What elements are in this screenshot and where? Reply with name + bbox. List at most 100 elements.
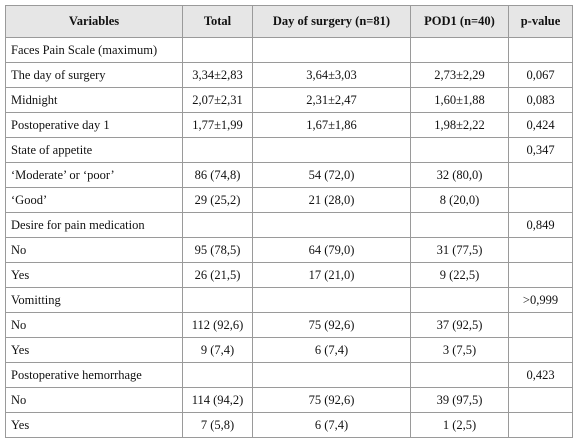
row-label: No xyxy=(5,312,183,338)
table-cell xyxy=(252,212,411,238)
table-cell xyxy=(182,362,253,388)
table-cell xyxy=(410,137,509,163)
table-row: Postoperative day 1 1,77±1,99 1,67±1,86 1,9… xyxy=(5,112,573,138)
table-row: State of appetite 0,347 xyxy=(5,137,573,163)
table-row: Yes 26 (21,5) 17 (21,0) 9 (22,5) xyxy=(5,262,573,288)
row-label: Faces Pain Scale (maximum) xyxy=(5,37,183,63)
table-cell xyxy=(182,137,253,163)
table-cell xyxy=(508,387,573,413)
row-label: Yes xyxy=(5,262,183,288)
table-row: No 112 (92,6) 75 (92,6) 37 (92,5) xyxy=(5,312,573,338)
table-row: No 114 (94,2) 75 (92,6) 39 (97,5) xyxy=(5,387,573,413)
table-cell: 3,34±2,83 xyxy=(182,62,253,88)
table-row: Midnight 2,07±2,31 2,31±2,47 1,60±1,88 0,083 xyxy=(5,87,573,113)
row-label: Vomitting xyxy=(5,287,183,313)
table-cell: 1 (2,5) xyxy=(410,412,509,438)
table-row: No 95 (78,5) 64 (79,0) 31 (77,5) xyxy=(5,237,573,263)
table-cell: 2,73±2,29 xyxy=(410,62,509,88)
table-cell: 37 (92,5) xyxy=(410,312,509,338)
table-row: Postoperative hemorrhage 0,423 xyxy=(5,362,573,388)
table-cell: 112 (92,6) xyxy=(182,312,253,338)
table-cell: 75 (92,6) xyxy=(252,312,411,338)
table-row: ‘Moderate’ or ‘poor’ 86 (74,8) 54 (72,0) 32… xyxy=(5,162,573,188)
table-cell: >0,999 xyxy=(508,287,573,313)
row-label: Yes xyxy=(5,412,183,438)
row-label: Postoperative day 1 xyxy=(5,112,183,138)
header-cell: Total xyxy=(182,5,253,38)
table-cell: 9 (22,5) xyxy=(410,262,509,288)
table-cell: 17 (21,0) xyxy=(252,262,411,288)
table-cell xyxy=(252,287,411,313)
row-label: Postoperative hemorrhage xyxy=(5,362,183,388)
table-cell: 0,083 xyxy=(508,87,573,113)
table-cell: 9 (7,4) xyxy=(182,337,253,363)
table-row: Desire for pain medication 0,849 xyxy=(5,212,573,238)
table-cell xyxy=(182,37,253,63)
table-cell: 6 (7,4) xyxy=(252,337,411,363)
table-cell xyxy=(410,287,509,313)
table-row: Yes 7 (5,8) 6 (7,4) 1 (2,5) xyxy=(5,412,573,438)
table-cell: 64 (79,0) xyxy=(252,237,411,263)
table-row: Vomitting >0,999 xyxy=(5,287,573,313)
row-label: The day of surgery xyxy=(5,62,183,88)
table-cell: 0,424 xyxy=(508,112,573,138)
table-cell: 31 (77,5) xyxy=(410,237,509,263)
table-header: Variables Total Day of surgery (n=81) POD1 … xyxy=(5,5,573,38)
table-cell: 0,849 xyxy=(508,212,573,238)
row-label: No xyxy=(5,387,183,413)
row-label: Midnight xyxy=(5,87,183,113)
header-row: Variables Total Day of surgery (n=81) POD1 … xyxy=(5,5,573,38)
table-row: The day of surgery 3,34±2,83 3,64±3,03 2,73… xyxy=(5,62,573,88)
table-cell xyxy=(182,287,253,313)
table-cell xyxy=(508,237,573,263)
table-cell xyxy=(410,362,509,388)
table-cell: 1,60±1,88 xyxy=(410,87,509,113)
table-cell: 26 (21,5) xyxy=(182,262,253,288)
table-cell: 29 (25,2) xyxy=(182,187,253,213)
header-cell: Variables xyxy=(5,5,183,38)
table-cell xyxy=(508,262,573,288)
table-cell xyxy=(252,137,411,163)
table-cell xyxy=(508,162,573,188)
data-table: Variables Total Day of surgery (n=81) POD1 … xyxy=(5,5,573,438)
table-cell xyxy=(410,37,509,63)
row-label: ‘Moderate’ or ‘poor’ xyxy=(5,162,183,188)
table-cell: 3 (7,5) xyxy=(410,337,509,363)
table-cell xyxy=(252,362,411,388)
table-cell xyxy=(508,37,573,63)
table-cell: 32 (80,0) xyxy=(410,162,509,188)
row-label: State of appetite xyxy=(5,137,183,163)
table-row: ‘Good’ 29 (25,2) 21 (28,0) 8 (20,0) xyxy=(5,187,573,213)
table-cell: 3,64±3,03 xyxy=(252,62,411,88)
table-cell: 1,67±1,86 xyxy=(252,112,411,138)
row-label: Yes xyxy=(5,337,183,363)
table-body: Faces Pain Scale (maximum) The day of sur… xyxy=(5,37,573,438)
table-cell: 1,77±1,99 xyxy=(182,112,253,138)
table-cell xyxy=(508,337,573,363)
header-cell: POD1 (n=40) xyxy=(410,5,509,38)
row-label: Desire for pain medication xyxy=(5,212,183,238)
table-cell: 95 (78,5) xyxy=(182,237,253,263)
table-cell: 2,31±2,47 xyxy=(252,87,411,113)
table-cell: 0,423 xyxy=(508,362,573,388)
table-row: Faces Pain Scale (maximum) xyxy=(5,37,573,63)
table-row: Yes 9 (7,4) 6 (7,4) 3 (7,5) xyxy=(5,337,573,363)
table-cell xyxy=(508,412,573,438)
table-cell xyxy=(182,212,253,238)
table-cell: 54 (72,0) xyxy=(252,162,411,188)
table-cell xyxy=(508,312,573,338)
table-cell: 6 (7,4) xyxy=(252,412,411,438)
table-cell: 2,07±2,31 xyxy=(182,87,253,113)
table-cell: 1,98±2,22 xyxy=(410,112,509,138)
table-cell: 39 (97,5) xyxy=(410,387,509,413)
table-cell: 114 (94,2) xyxy=(182,387,253,413)
header-cell: Day of surgery (n=81) xyxy=(252,5,411,38)
table-cell xyxy=(252,37,411,63)
table-cell: 7 (5,8) xyxy=(182,412,253,438)
row-label: ‘Good’ xyxy=(5,187,183,213)
table-cell: 0,067 xyxy=(508,62,573,88)
table-cell: 8 (20,0) xyxy=(410,187,509,213)
table-cell: 21 (28,0) xyxy=(252,187,411,213)
table-cell xyxy=(410,212,509,238)
